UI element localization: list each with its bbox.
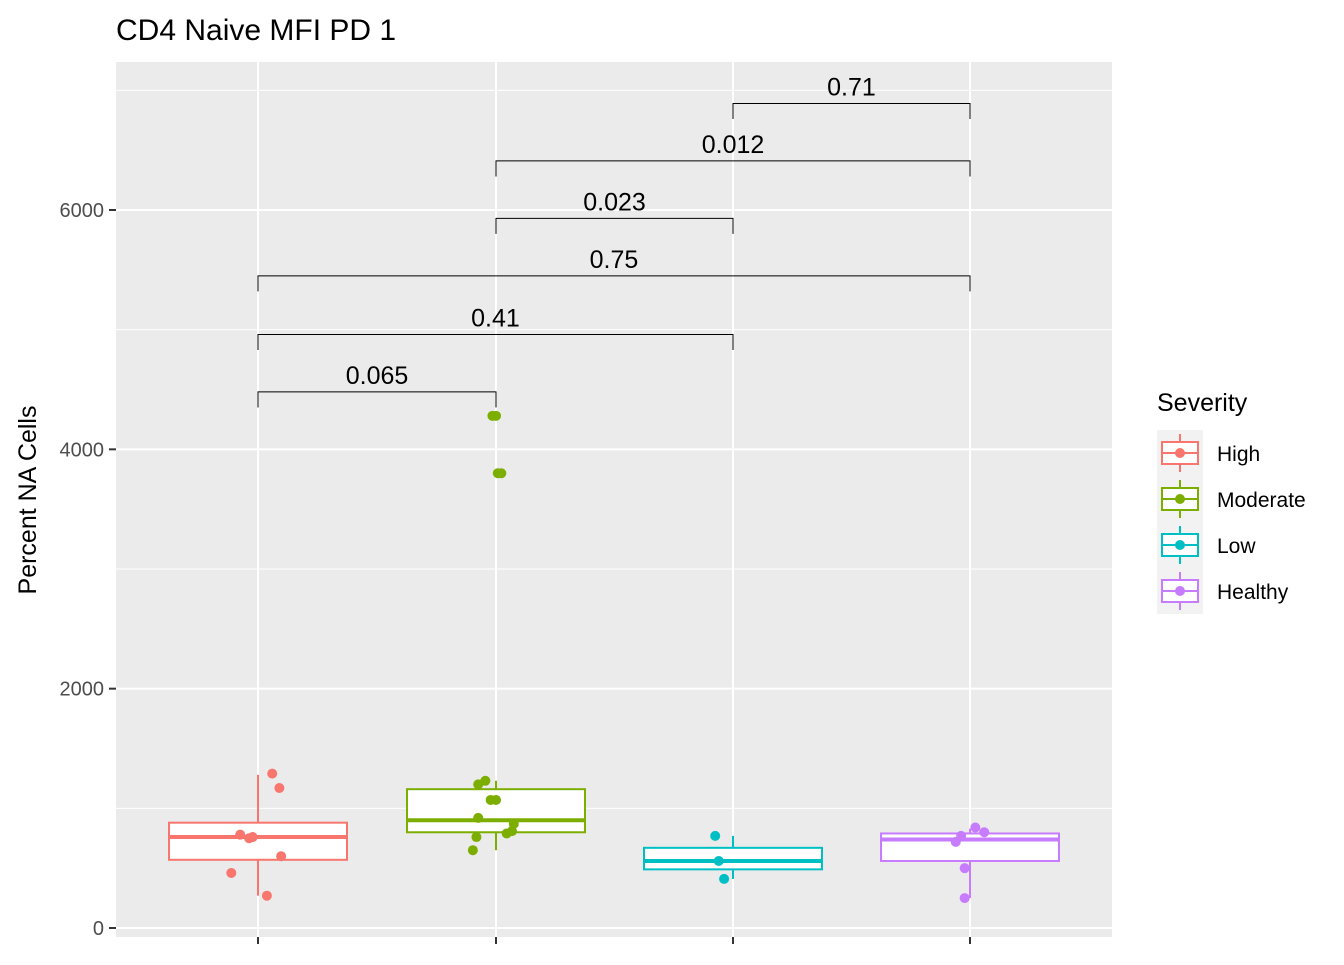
box-healthy (880, 828, 1060, 899)
point-high (276, 851, 287, 862)
point-moderate (480, 775, 491, 786)
point-low (710, 830, 721, 841)
y-tick-label: 6000 (60, 200, 105, 222)
legend-item-high: High (1161, 434, 1260, 472)
point-high (267, 768, 278, 779)
p-value-label: 0.065 (346, 362, 409, 390)
point-low (713, 855, 724, 866)
comparison-bracket: 0.065 (257, 362, 497, 408)
point-moderate (491, 794, 501, 805)
legend: Severity High Moderate Low Healthy (1157, 389, 1306, 614)
point-moderate (491, 410, 501, 421)
y-axis-label: Percent NA Cells (14, 406, 42, 595)
minor-gridlines (116, 89, 1112, 809)
point-low (719, 873, 730, 884)
legend-key-point (1175, 448, 1185, 458)
point-moderate (496, 468, 507, 479)
point-high (261, 890, 272, 901)
y-tick-label: 4000 (60, 439, 105, 461)
point-healthy (970, 822, 981, 833)
y-axis: 0 2000 4000 6000 (60, 200, 971, 944)
bracket-line (257, 333, 734, 351)
p-value-label: 0.75 (590, 246, 639, 274)
comparison-bracket: 0.75 (257, 246, 971, 292)
point-high (235, 829, 246, 840)
point-healthy (959, 893, 970, 904)
point-moderate (473, 812, 484, 823)
point-moderate (467, 845, 478, 856)
bracket-line (257, 275, 971, 292)
comparison-bracket: 0.71 (732, 73, 971, 120)
points-layer (226, 410, 990, 904)
box-high (168, 774, 348, 896)
point-moderate (471, 832, 482, 843)
comparison-bracket: 0.41 (257, 304, 734, 351)
comparison-brackets: 0.065 0.41 0.75 0.023 0.012 0.71 (257, 73, 971, 408)
legend-label: Moderate (1217, 489, 1306, 512)
legend-item-healthy: Healthy (1161, 572, 1289, 610)
box-low (643, 835, 823, 879)
box-body (643, 846, 823, 871)
point-high (247, 832, 258, 843)
point-high (226, 867, 237, 878)
legend-title: Severity (1157, 389, 1248, 417)
point-high (274, 782, 285, 793)
chart-title: CD4 Naive MFI PD 1 (116, 14, 396, 47)
point-healthy (959, 863, 970, 874)
p-value-label: 0.023 (583, 188, 646, 216)
legend-label: Low (1217, 535, 1256, 558)
bracket-line (495, 217, 734, 234)
p-value-label: 0.012 (702, 131, 765, 159)
legend-key-point (1175, 586, 1185, 596)
legend-item-low: Low (1161, 526, 1256, 564)
y-tick-label: 0 (93, 918, 104, 940)
point-healthy (979, 827, 990, 838)
legend-item-moderate: Moderate (1161, 480, 1306, 518)
box-body (168, 821, 348, 861)
comparison-bracket: 0.023 (495, 188, 734, 234)
bracket-line (257, 391, 497, 408)
comparison-bracket: 0.012 (495, 131, 971, 177)
p-value-label: 0.41 (471, 304, 520, 332)
legend-key-point (1175, 540, 1185, 550)
y-tick-label: 2000 (60, 679, 105, 701)
legend-label: Healthy (1217, 581, 1289, 604)
p-value-label: 0.71 (827, 73, 876, 101)
legend-key-point (1175, 494, 1185, 504)
bracket-line (732, 102, 971, 120)
point-healthy (956, 830, 967, 841)
point-moderate (507, 826, 518, 837)
legend-label: High (1217, 443, 1260, 466)
bracket-line (495, 160, 971, 177)
